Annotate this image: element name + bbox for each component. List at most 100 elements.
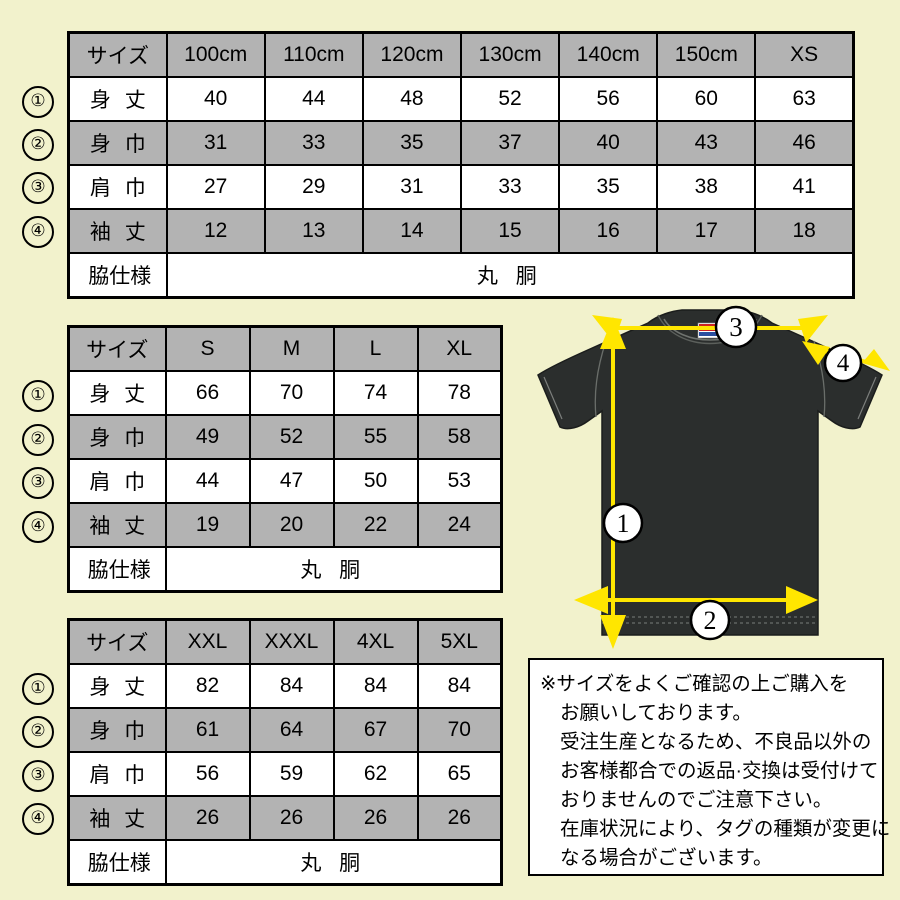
header-cell: 4XL xyxy=(332,618,419,665)
cell: 56 xyxy=(164,751,251,797)
row-label: 身 丈 xyxy=(67,663,167,709)
table-header-row: サイズ 100cm 110cm 120cm 130cm 140cm 150cm … xyxy=(67,31,855,78)
header-cell: 100cm xyxy=(165,31,266,78)
table-row: 袖 丈 19 20 22 24 xyxy=(67,502,503,548)
row-label: 身 丈 xyxy=(67,370,167,416)
cell: 46 xyxy=(754,120,855,166)
cell: 44 xyxy=(263,76,364,122)
footer-value: 丸 胴 xyxy=(165,252,855,299)
table-row: 袖 丈 12 13 14 15 16 17 18 xyxy=(67,208,855,254)
cell: 12 xyxy=(165,208,266,254)
cell: 14 xyxy=(361,208,463,254)
cell: 70 xyxy=(416,707,503,753)
table-header-row: サイズ XXL XXXL 4XL 5XL xyxy=(67,618,503,665)
cell: 64 xyxy=(248,707,335,753)
cell: 17 xyxy=(656,208,757,254)
cell: 55 xyxy=(332,414,419,460)
note-line: なる場合がございます。 xyxy=(560,847,773,869)
note-line: 在庫状況により、タグの種類が変更に xyxy=(560,818,891,840)
row-marker-3: ③ xyxy=(22,760,54,792)
header-cell: M xyxy=(248,325,335,372)
header-cell: 110cm xyxy=(263,31,364,78)
callout-1: 1 xyxy=(602,502,644,544)
row-marker-4: ④ xyxy=(22,803,54,835)
cell: 13 xyxy=(263,208,364,254)
cell: 31 xyxy=(165,120,266,166)
cell: 41 xyxy=(754,164,855,210)
cell: 38 xyxy=(656,164,757,210)
cell: 47 xyxy=(248,458,335,504)
cell: 52 xyxy=(459,76,561,122)
row-marker-4: ④ xyxy=(22,511,54,543)
table-row: 身 巾 31 33 35 37 40 43 46 xyxy=(67,120,855,166)
cell: 26 xyxy=(416,795,503,841)
footer-label: 脇仕様 xyxy=(67,839,167,886)
row-label: 身 丈 xyxy=(67,76,168,122)
row-label: 肩 巾 xyxy=(67,458,167,504)
kids-size-table: サイズ 100cm 110cm 120cm 130cm 140cm 150cm … xyxy=(67,31,855,299)
svg-text:1: 1 xyxy=(617,509,630,538)
cell: 70 xyxy=(248,370,335,416)
header-cell: サイズ xyxy=(67,325,167,372)
footer-label: 脇仕様 xyxy=(67,546,167,593)
cell: 61 xyxy=(164,707,251,753)
table-row: 身 巾 61 64 67 70 xyxy=(67,707,503,753)
row-label: 肩 巾 xyxy=(67,751,167,797)
header-cell: S xyxy=(164,325,251,372)
cell: 43 xyxy=(656,120,757,166)
cell: 29 xyxy=(263,164,364,210)
adult-size-table: サイズ S M L XL 身 丈 66 70 74 78 身 巾 49 52 5… xyxy=(67,325,503,593)
table-row: 身 丈 66 70 74 78 xyxy=(67,370,503,416)
cell: 56 xyxy=(558,76,659,122)
table-row: 肩 巾 27 29 31 33 35 38 41 xyxy=(67,164,855,210)
cell: 82 xyxy=(164,663,251,709)
table-row: 身 巾 49 52 55 58 xyxy=(67,414,503,460)
cell: 50 xyxy=(332,458,419,504)
row-marker-3: ③ xyxy=(22,467,54,499)
cell: 74 xyxy=(332,370,419,416)
table-footer-row: 脇仕様 丸 胴 xyxy=(67,546,503,593)
big-size-table: サイズ XXL XXXL 4XL 5XL 身 丈 82 84 84 84 身 巾… xyxy=(67,618,503,886)
header-cell: 5XL xyxy=(416,618,503,665)
tshirt-illustration: 3 4 1 2 xyxy=(530,305,890,650)
cell: 48 xyxy=(361,76,463,122)
cell: 44 xyxy=(164,458,251,504)
table-row: 肩 巾 44 47 50 53 xyxy=(67,458,503,504)
cell: 60 xyxy=(656,76,757,122)
row-label: 身 巾 xyxy=(67,707,167,753)
note-line: 受注生産となるため、不良品以外の xyxy=(560,731,872,753)
row-marker-2: ② xyxy=(22,424,54,456)
row-marker-1: ① xyxy=(22,86,54,118)
header-cell: 120cm xyxy=(361,31,463,78)
cell: 20 xyxy=(248,502,335,548)
header-cell: XXXL xyxy=(248,618,335,665)
row-marker-2: ② xyxy=(22,716,54,748)
cell: 26 xyxy=(164,795,251,841)
callout-2: 2 xyxy=(689,599,731,641)
cell: 84 xyxy=(332,663,419,709)
table-footer-row: 脇仕様 丸 胴 xyxy=(67,839,503,886)
row-marker-2: ② xyxy=(22,129,54,161)
cell: 33 xyxy=(263,120,364,166)
cell: 16 xyxy=(558,208,659,254)
cell: 67 xyxy=(332,707,419,753)
cell: 37 xyxy=(459,120,561,166)
cell: 26 xyxy=(248,795,335,841)
note-line: ※サイズをよくご確認の上ご購入を xyxy=(540,673,849,695)
header-cell: XXL xyxy=(164,618,251,665)
cell: 66 xyxy=(164,370,251,416)
cell: 22 xyxy=(332,502,419,548)
row-marker-1: ① xyxy=(22,380,54,412)
table-row: 袖 丈 26 26 26 26 xyxy=(67,795,503,841)
cell: 65 xyxy=(416,751,503,797)
note-line: おりませんのでご注意下さい。 xyxy=(560,789,833,811)
cell: 27 xyxy=(165,164,266,210)
row-label: 袖 丈 xyxy=(67,208,168,254)
header-cell: サイズ xyxy=(67,618,167,665)
row-label: 袖 丈 xyxy=(67,795,167,841)
header-cell: XS xyxy=(754,31,855,78)
footer-label: 脇仕様 xyxy=(67,252,168,299)
cell: 63 xyxy=(754,76,855,122)
header-cell: サイズ xyxy=(67,31,168,78)
